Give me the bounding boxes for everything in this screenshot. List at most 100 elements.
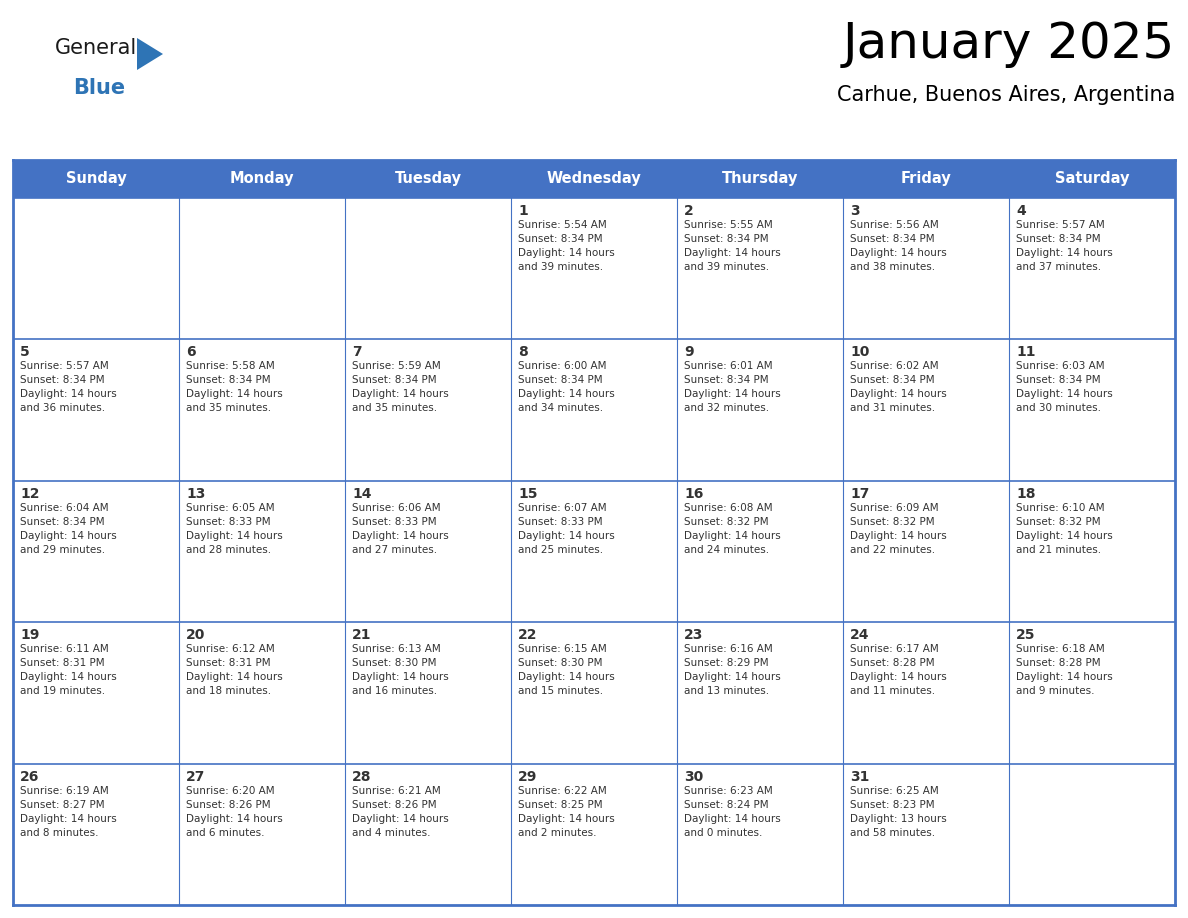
Bar	[1009, 160, 1175, 198]
Text: Sunrise: 6:19 AM
Sunset: 8:27 PM
Daylight: 14 hours
and 8 minutes.: Sunrise: 6:19 AM Sunset: 8:27 PM Dayligh…	[20, 786, 116, 837]
Bar	[1009, 198, 1175, 340]
Text: 10: 10	[849, 345, 870, 360]
Text: 4: 4	[1016, 204, 1025, 218]
Bar	[1009, 622, 1175, 764]
Text: January 2025: January 2025	[842, 20, 1175, 68]
Text: Sunrise: 5:54 AM
Sunset: 8:34 PM
Daylight: 14 hours
and 39 minutes.: Sunrise: 5:54 AM Sunset: 8:34 PM Dayligh…	[518, 220, 614, 272]
Text: Sunrise: 6:17 AM
Sunset: 8:28 PM
Daylight: 14 hours
and 11 minutes.: Sunrise: 6:17 AM Sunset: 8:28 PM Dayligh…	[849, 644, 947, 696]
Text: General: General	[55, 38, 138, 58]
Bar	[1009, 340, 1175, 481]
Text: 13: 13	[187, 487, 206, 501]
Bar	[843, 764, 1009, 905]
Bar	[345, 340, 511, 481]
Text: 3: 3	[849, 204, 860, 218]
Text: Sunrise: 5:57 AM
Sunset: 8:34 PM
Daylight: 14 hours
and 37 minutes.: Sunrise: 5:57 AM Sunset: 8:34 PM Dayligh…	[1016, 220, 1113, 272]
Text: 24: 24	[849, 628, 870, 643]
Text: Sunrise: 5:56 AM
Sunset: 8:34 PM
Daylight: 14 hours
and 38 minutes.: Sunrise: 5:56 AM Sunset: 8:34 PM Dayligh…	[849, 220, 947, 272]
Text: Wednesday: Wednesday	[546, 172, 642, 186]
Text: Friday: Friday	[901, 172, 952, 186]
Bar	[843, 198, 1009, 340]
Bar	[1009, 764, 1175, 905]
Bar	[843, 160, 1009, 198]
Text: Sunday: Sunday	[65, 172, 126, 186]
Text: 27: 27	[187, 769, 206, 784]
Text: Sunrise: 5:57 AM
Sunset: 8:34 PM
Daylight: 14 hours
and 36 minutes.: Sunrise: 5:57 AM Sunset: 8:34 PM Dayligh…	[20, 362, 116, 413]
Bar	[179, 622, 345, 764]
Bar	[179, 198, 345, 340]
Text: Sunrise: 5:55 AM
Sunset: 8:34 PM
Daylight: 14 hours
and 39 minutes.: Sunrise: 5:55 AM Sunset: 8:34 PM Dayligh…	[684, 220, 781, 272]
Text: 26: 26	[20, 769, 39, 784]
Text: 8: 8	[518, 345, 527, 360]
Text: Sunrise: 6:18 AM
Sunset: 8:28 PM
Daylight: 14 hours
and 9 minutes.: Sunrise: 6:18 AM Sunset: 8:28 PM Dayligh…	[1016, 644, 1113, 696]
Text: Saturday: Saturday	[1055, 172, 1130, 186]
Bar	[677, 340, 843, 481]
Text: Sunrise: 6:01 AM
Sunset: 8:34 PM
Daylight: 14 hours
and 32 minutes.: Sunrise: 6:01 AM Sunset: 8:34 PM Dayligh…	[684, 362, 781, 413]
Text: Sunrise: 6:03 AM
Sunset: 8:34 PM
Daylight: 14 hours
and 30 minutes.: Sunrise: 6:03 AM Sunset: 8:34 PM Dayligh…	[1016, 362, 1113, 413]
Text: Sunrise: 6:11 AM
Sunset: 8:31 PM
Daylight: 14 hours
and 19 minutes.: Sunrise: 6:11 AM Sunset: 8:31 PM Dayligh…	[20, 644, 116, 696]
Text: Sunrise: 6:21 AM
Sunset: 8:26 PM
Daylight: 14 hours
and 4 minutes.: Sunrise: 6:21 AM Sunset: 8:26 PM Dayligh…	[352, 786, 449, 837]
Text: 17: 17	[849, 487, 870, 501]
Bar	[843, 622, 1009, 764]
Text: Sunrise: 6:07 AM
Sunset: 8:33 PM
Daylight: 14 hours
and 25 minutes.: Sunrise: 6:07 AM Sunset: 8:33 PM Dayligh…	[518, 503, 614, 554]
Text: Sunrise: 6:04 AM
Sunset: 8:34 PM
Daylight: 14 hours
and 29 minutes.: Sunrise: 6:04 AM Sunset: 8:34 PM Dayligh…	[20, 503, 116, 554]
Text: Sunrise: 6:23 AM
Sunset: 8:24 PM
Daylight: 14 hours
and 0 minutes.: Sunrise: 6:23 AM Sunset: 8:24 PM Dayligh…	[684, 786, 781, 837]
Bar	[677, 764, 843, 905]
Bar	[13, 481, 179, 622]
Text: Sunrise: 6:22 AM
Sunset: 8:25 PM
Daylight: 14 hours
and 2 minutes.: Sunrise: 6:22 AM Sunset: 8:25 PM Dayligh…	[518, 786, 614, 837]
Bar	[345, 622, 511, 764]
Text: 14: 14	[352, 487, 372, 501]
Text: 31: 31	[849, 769, 870, 784]
Text: Monday: Monday	[229, 172, 295, 186]
Text: 30: 30	[684, 769, 703, 784]
Text: Thursday: Thursday	[722, 172, 798, 186]
Bar	[511, 198, 677, 340]
Bar	[843, 340, 1009, 481]
Text: 12: 12	[20, 487, 39, 501]
Text: Sunrise: 5:58 AM
Sunset: 8:34 PM
Daylight: 14 hours
and 35 minutes.: Sunrise: 5:58 AM Sunset: 8:34 PM Dayligh…	[187, 362, 283, 413]
Bar	[345, 764, 511, 905]
Bar	[345, 481, 511, 622]
Bar	[179, 160, 345, 198]
Text: Sunrise: 6:00 AM
Sunset: 8:34 PM
Daylight: 14 hours
and 34 minutes.: Sunrise: 6:00 AM Sunset: 8:34 PM Dayligh…	[518, 362, 614, 413]
Text: 25: 25	[1016, 628, 1036, 643]
Text: 1: 1	[518, 204, 527, 218]
Text: 29: 29	[518, 769, 537, 784]
Bar	[511, 340, 677, 481]
Bar	[13, 764, 179, 905]
Text: Sunrise: 6:15 AM
Sunset: 8:30 PM
Daylight: 14 hours
and 15 minutes.: Sunrise: 6:15 AM Sunset: 8:30 PM Dayligh…	[518, 644, 614, 696]
Bar	[13, 622, 179, 764]
Text: Sunrise: 6:16 AM
Sunset: 8:29 PM
Daylight: 14 hours
and 13 minutes.: Sunrise: 6:16 AM Sunset: 8:29 PM Dayligh…	[684, 644, 781, 696]
Bar	[677, 481, 843, 622]
Bar	[511, 160, 677, 198]
Bar	[511, 764, 677, 905]
Bar	[677, 160, 843, 198]
Text: 20: 20	[187, 628, 206, 643]
Text: 5: 5	[20, 345, 30, 360]
Text: Sunrise: 6:02 AM
Sunset: 8:34 PM
Daylight: 14 hours
and 31 minutes.: Sunrise: 6:02 AM Sunset: 8:34 PM Dayligh…	[849, 362, 947, 413]
Polygon shape	[137, 38, 163, 70]
Text: Carhue, Buenos Aires, Argentina: Carhue, Buenos Aires, Argentina	[836, 85, 1175, 105]
Text: Sunrise: 6:25 AM
Sunset: 8:23 PM
Daylight: 13 hours
and 58 minutes.: Sunrise: 6:25 AM Sunset: 8:23 PM Dayligh…	[849, 786, 947, 837]
Text: Sunrise: 6:13 AM
Sunset: 8:30 PM
Daylight: 14 hours
and 16 minutes.: Sunrise: 6:13 AM Sunset: 8:30 PM Dayligh…	[352, 644, 449, 696]
Text: 2: 2	[684, 204, 694, 218]
Bar	[511, 622, 677, 764]
Text: Sunrise: 6:08 AM
Sunset: 8:32 PM
Daylight: 14 hours
and 24 minutes.: Sunrise: 6:08 AM Sunset: 8:32 PM Dayligh…	[684, 503, 781, 554]
Text: 6: 6	[187, 345, 196, 360]
Bar	[345, 160, 511, 198]
Bar	[179, 481, 345, 622]
Text: 23: 23	[684, 628, 703, 643]
Text: 11: 11	[1016, 345, 1036, 360]
Bar	[179, 764, 345, 905]
Bar	[677, 198, 843, 340]
Text: Sunrise: 6:05 AM
Sunset: 8:33 PM
Daylight: 14 hours
and 28 minutes.: Sunrise: 6:05 AM Sunset: 8:33 PM Dayligh…	[187, 503, 283, 554]
Bar	[13, 198, 179, 340]
Text: Blue: Blue	[72, 78, 125, 98]
Text: Tuesday: Tuesday	[394, 172, 461, 186]
Text: 28: 28	[352, 769, 372, 784]
Text: 7: 7	[352, 345, 361, 360]
Text: 19: 19	[20, 628, 39, 643]
Bar	[13, 160, 179, 198]
Text: Sunrise: 6:09 AM
Sunset: 8:32 PM
Daylight: 14 hours
and 22 minutes.: Sunrise: 6:09 AM Sunset: 8:32 PM Dayligh…	[849, 503, 947, 554]
Bar	[843, 481, 1009, 622]
Text: Sunrise: 6:20 AM
Sunset: 8:26 PM
Daylight: 14 hours
and 6 minutes.: Sunrise: 6:20 AM Sunset: 8:26 PM Dayligh…	[187, 786, 283, 837]
